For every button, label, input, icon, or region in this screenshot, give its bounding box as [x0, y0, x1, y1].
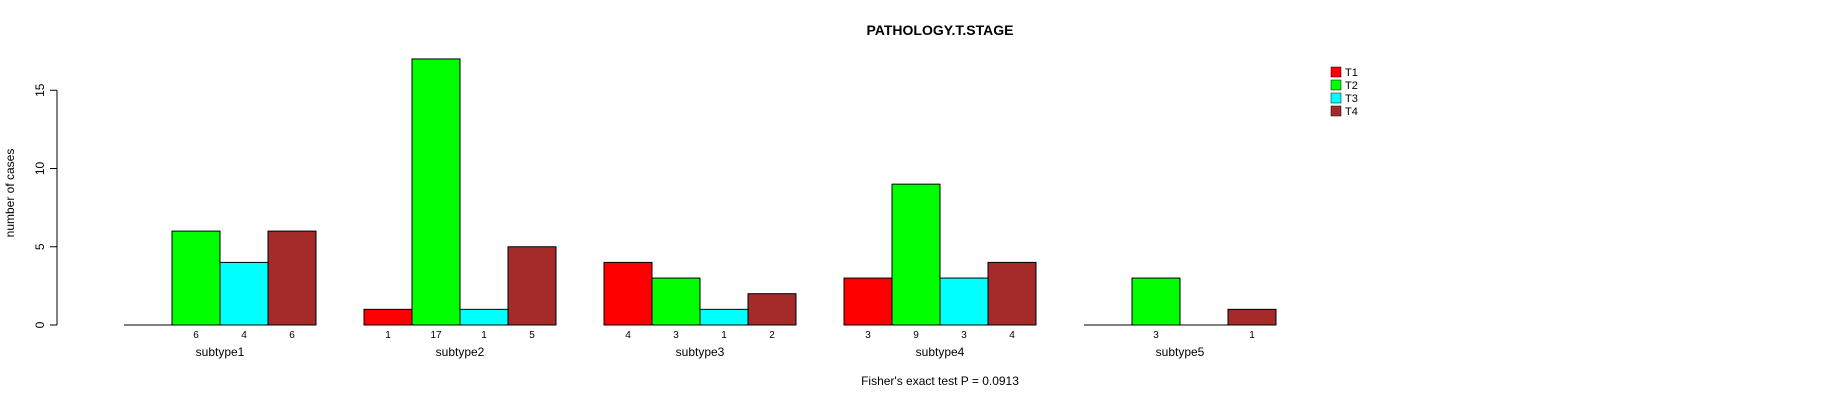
bars-group [124, 58, 1277, 326]
legend-label-T2: T2 [1345, 80, 1358, 92]
count-label-subtype3-T3: 1 [721, 330, 727, 341]
count-label-subtype2-T2: 17 [430, 330, 442, 341]
bar-subtype5-T4 [1227, 308, 1277, 326]
legend-swatch-T2 [1330, 79, 1342, 91]
count-label-subtype1-T3: 4 [241, 330, 247, 341]
group-label-subtype1: subtype1 [196, 345, 245, 359]
y-axis-title: number of cases [3, 149, 17, 238]
y-tick-label: 15 [33, 83, 47, 97]
count-label-subtype5-T2: 3 [1153, 330, 1159, 341]
count-label-subtype5-T4: 1 [1249, 330, 1255, 341]
bar-subtype2-T2 [411, 58, 461, 326]
bar-subtype4-T3 [939, 277, 989, 326]
count-label-subtype2-T1: 1 [385, 330, 391, 341]
bar-subtype1-T2 [171, 230, 221, 326]
bar-subtype1-T4 [267, 230, 317, 326]
legend-swatch-T4 [1330, 105, 1342, 117]
legend-label-T4: T4 [1345, 106, 1358, 118]
count-label-subtype3-T2: 3 [673, 330, 679, 341]
legend-swatch-T3 [1330, 92, 1342, 104]
legend-label-T1: T1 [1345, 67, 1358, 79]
group-label-subtype2: subtype2 [436, 345, 485, 359]
chart-title: PATHOLOGY.T.STAGE [866, 22, 1013, 38]
count-label-subtype4-T1: 3 [865, 330, 871, 341]
count-label-subtype3-T1: 4 [625, 330, 631, 341]
bar-subtype3-T3 [699, 308, 749, 326]
bar-subtype4-T2 [891, 183, 941, 326]
bar-subtype3-T4 [747, 293, 797, 326]
count-label-subtype4-T4: 4 [1009, 330, 1015, 341]
bar-subtype3-T2 [651, 277, 701, 326]
bar-subtype2-T3 [459, 308, 509, 326]
legend-label-T3: T3 [1345, 93, 1358, 105]
group-label-subtype5: subtype5 [1156, 345, 1205, 359]
count-label-subtype4-T2: 9 [913, 330, 919, 341]
group-label-subtype3: subtype3 [676, 345, 725, 359]
count-label-subtype1-T4: 6 [289, 330, 295, 341]
bar-subtype4-T4 [987, 261, 1037, 326]
bar-subtype4-T1 [843, 277, 893, 326]
legend-swatch-T1 [1330, 66, 1342, 78]
bar-subtype1-T3 [219, 261, 269, 326]
group-label-subtype4: subtype4 [916, 345, 965, 359]
y-tick-label: 10 [33, 162, 47, 176]
y-axis: 0 5 10 15 [33, 83, 58, 328]
count-label-subtype1-T2: 6 [193, 330, 199, 341]
count-label-subtype2-T3: 1 [481, 330, 487, 341]
group-labels-group: subtype1 subtype2 subtype3 subtype4 subtype5 [196, 345, 1205, 359]
footer-test-result: Fisher's exact test P = 0.0913 [861, 374, 1019, 388]
count-label-subtype2-T4: 5 [529, 330, 535, 341]
bar-subtype2-T1 [363, 308, 413, 326]
count-labels-group: 6 4 6 1 17 1 5 4 3 1 2 3 9 3 4 3 1 [193, 330, 1255, 341]
count-label-subtype3-T4: 2 [769, 330, 775, 341]
y-tick-label: 5 [33, 243, 47, 250]
count-label-subtype4-T3: 3 [961, 330, 967, 341]
y-tick-label: 0 [33, 321, 47, 328]
bar-subtype2-T4 [507, 246, 557, 326]
bar-subtype5-T2 [1131, 277, 1181, 326]
bar-subtype3-T1 [603, 261, 653, 326]
